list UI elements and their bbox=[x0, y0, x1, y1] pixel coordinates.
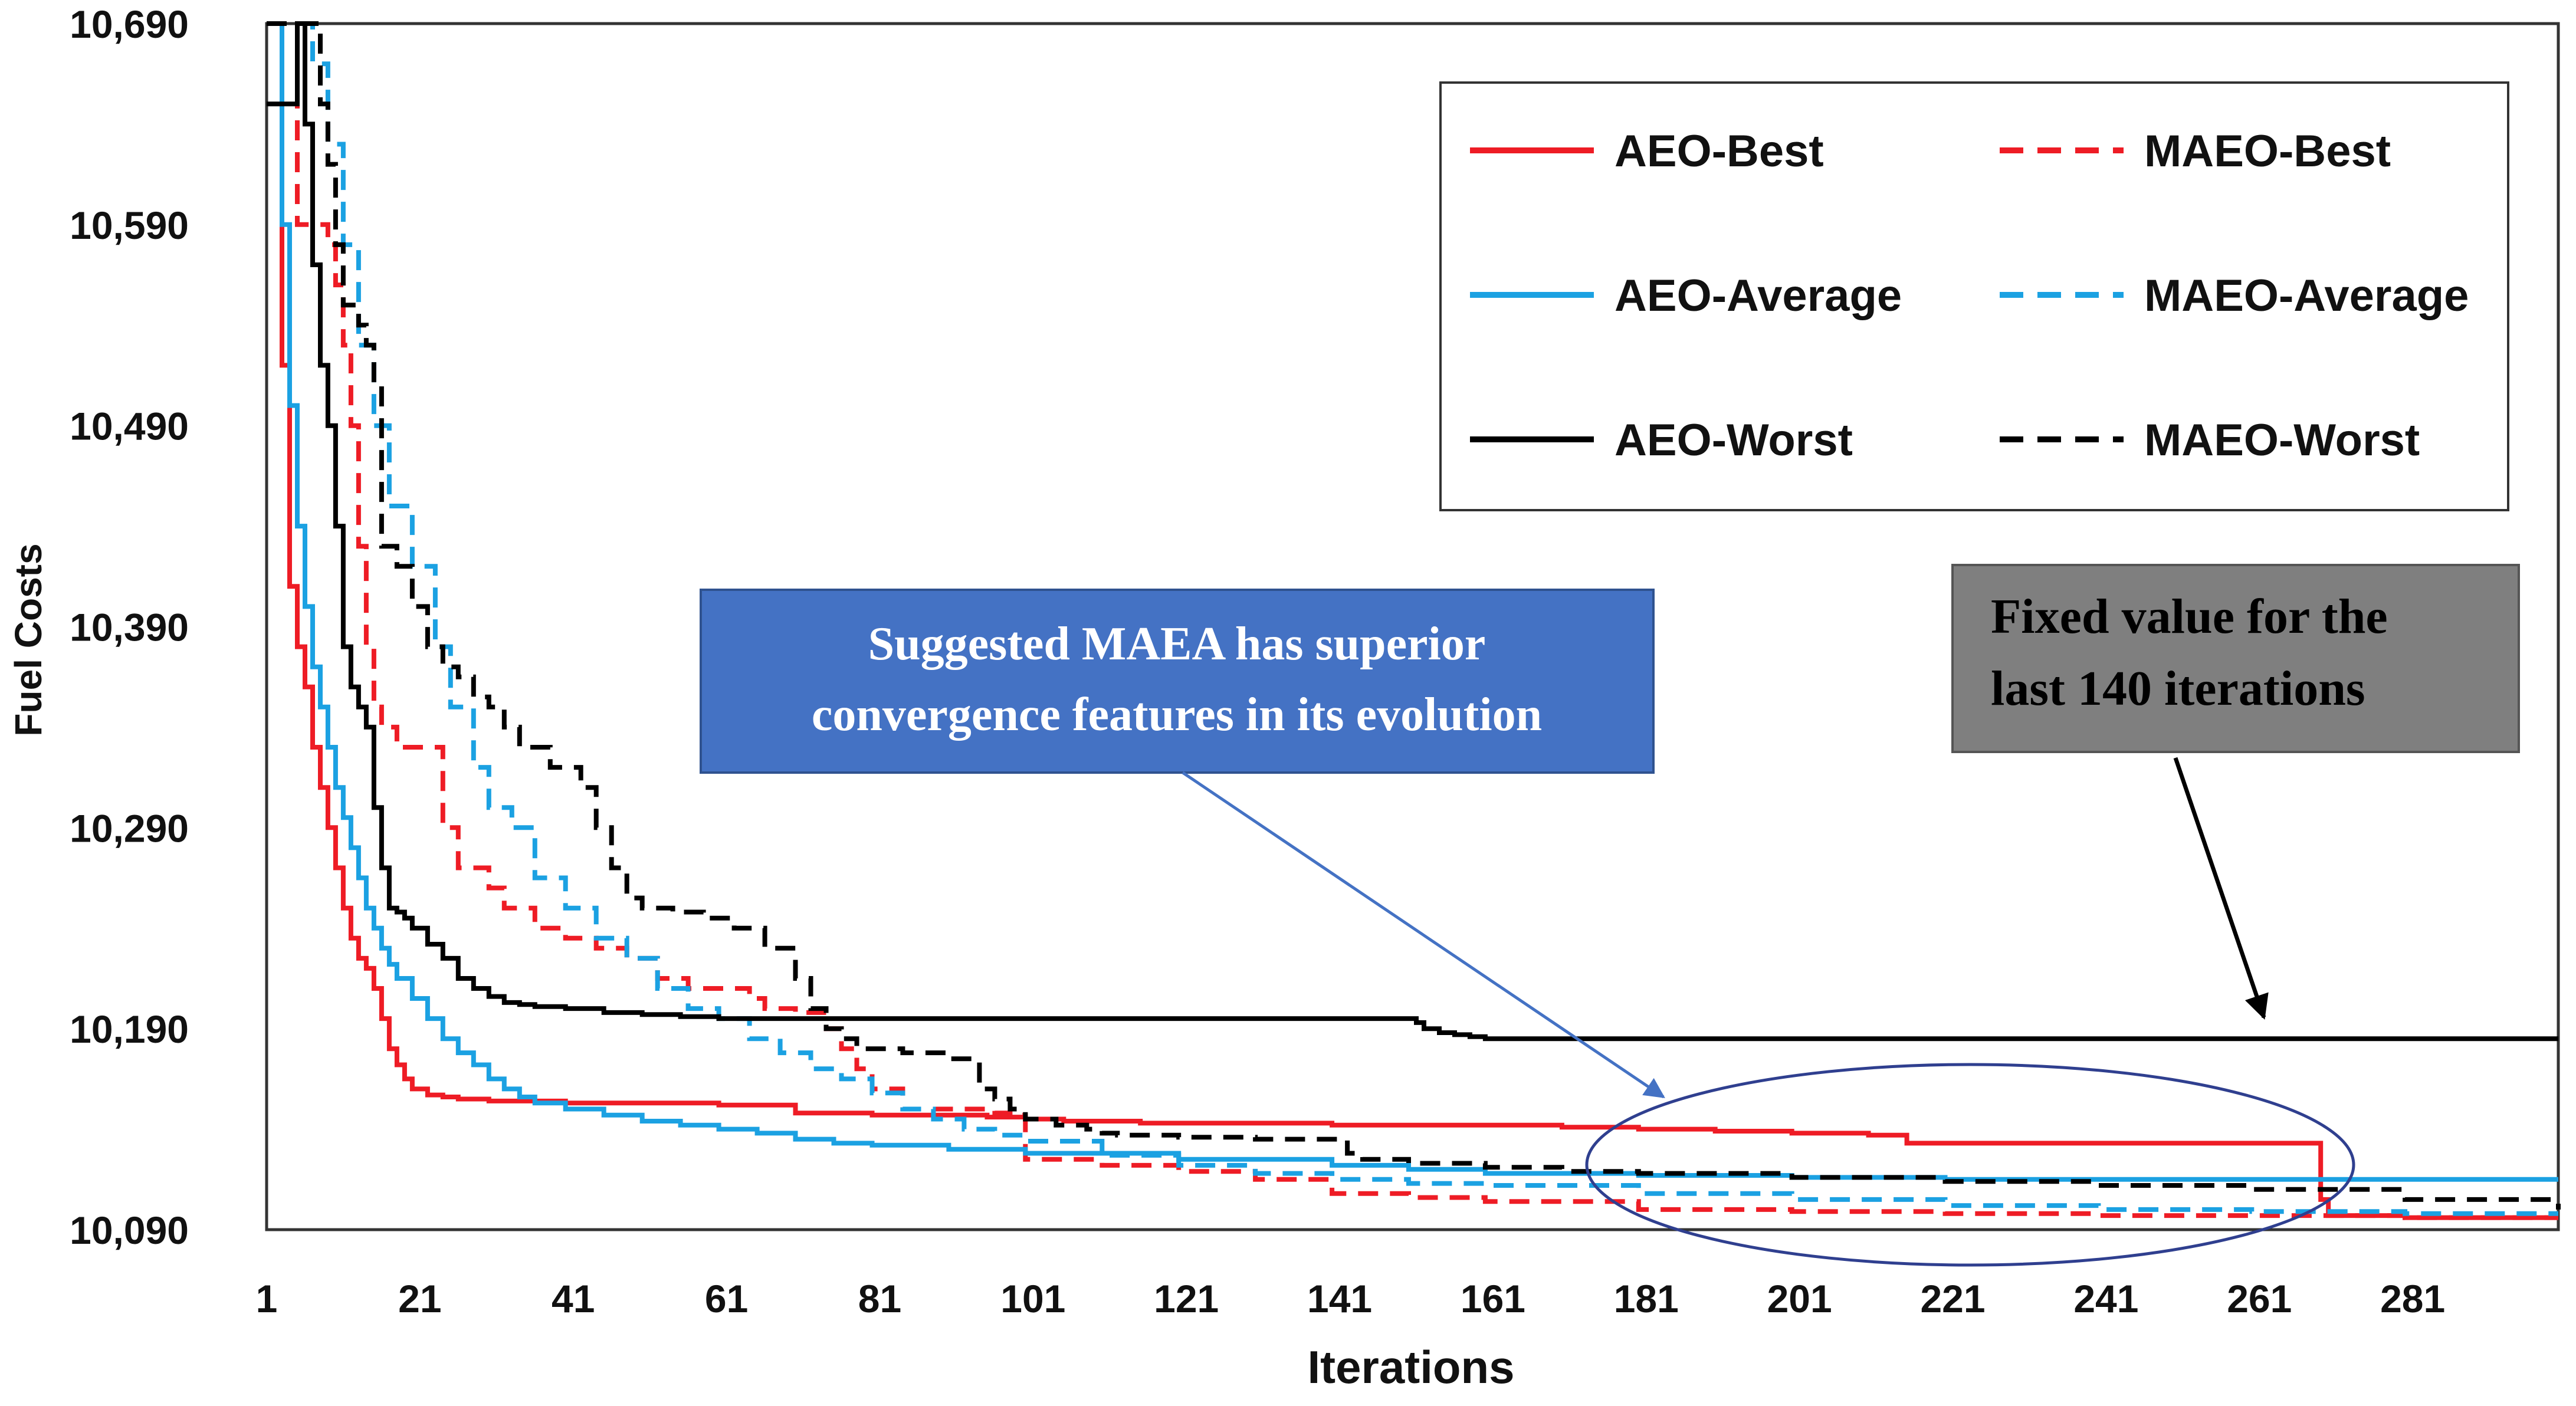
legend-box bbox=[1439, 81, 2509, 511]
series-line-aeo-worst bbox=[267, 21, 2558, 1042]
x-tick-label-21: 21 bbox=[398, 1277, 441, 1320]
annotation-gray-arrow bbox=[2173, 757, 2269, 1020]
y-axis-label: Fuel Costs bbox=[7, 543, 50, 736]
y-axis: 10,090 10,190 10,290 10,390 10,490 10,590 10,6… bbox=[70, 2, 189, 1252]
x-tick-label-201: 201 bbox=[1767, 1277, 1832, 1320]
x-tick-label-121: 121 bbox=[1154, 1277, 1219, 1320]
series-layer bbox=[267, 21, 2561, 1220]
legend: AEO-Best MAEO-Best AEO-Average MAEO-Average… bbox=[1439, 81, 2509, 511]
series-line-maeo-worst bbox=[267, 21, 2561, 1210]
x-tick-label-81: 81 bbox=[858, 1277, 901, 1320]
annotation-blue-box bbox=[700, 589, 1655, 774]
y-tick-label-10690: 10,690 bbox=[70, 2, 189, 46]
y-tick-label-10090: 10,090 bbox=[70, 1208, 189, 1252]
highlight-ellipse bbox=[1585, 1063, 2355, 1267]
annotation-blue-line-1: Suggested MAEA has superior bbox=[868, 618, 1486, 670]
series-line-aeo-best bbox=[267, 21, 2558, 1220]
x-tick-label-41: 41 bbox=[552, 1277, 595, 1320]
annotation-gray-box bbox=[1951, 564, 2520, 753]
series-line-maeo-best bbox=[267, 21, 2558, 1220]
legend-label-maeo-best: MAEO-Best bbox=[2144, 126, 2391, 176]
annotation-blue-line-2: convergence features in its evolution bbox=[812, 689, 1542, 741]
y-tick-label-10590: 10,590 bbox=[70, 203, 189, 247]
annotation-blue-callout: Suggested MAEA has superior convergence … bbox=[700, 589, 2355, 1267]
x-tick-label-141: 141 bbox=[1307, 1277, 1372, 1320]
annotation-gray-callout: Fixed value for the last 140 iterations bbox=[1951, 564, 2520, 1020]
x-tick-label-1: 1 bbox=[256, 1277, 278, 1320]
x-tick-label-261: 261 bbox=[2227, 1277, 2292, 1320]
x-tick-label-241: 241 bbox=[2073, 1277, 2138, 1320]
legend-label-aeo-worst: AEO-Worst bbox=[1614, 415, 1853, 465]
y-tick-label-10390: 10,390 bbox=[70, 606, 189, 649]
x-tick-label-281: 281 bbox=[2380, 1277, 2445, 1320]
x-tick-label-181: 181 bbox=[1614, 1277, 1679, 1320]
x-tick-label-221: 221 bbox=[1920, 1277, 1985, 1320]
annotation-gray-line-1: Fixed value for the bbox=[1991, 589, 2388, 644]
legend-label-maeo-worst: MAEO-Worst bbox=[2144, 415, 2420, 465]
y-tick-label-10490: 10,490 bbox=[70, 405, 189, 448]
x-tick-label-161: 161 bbox=[1461, 1277, 1525, 1320]
legend-label-aeo-best: AEO-Best bbox=[1614, 126, 1824, 176]
y-tick-label-10290: 10,290 bbox=[70, 806, 189, 850]
x-tick-label-61: 61 bbox=[705, 1277, 748, 1320]
annotation-gray-line-2: last 140 iterations bbox=[1991, 661, 2365, 716]
y-tick-label-10190: 10,190 bbox=[70, 1007, 189, 1051]
legend-label-maeo-average: MAEO-Average bbox=[2144, 271, 2469, 321]
x-axis: 1 21 41 61 81 101 121 141 161 181 201 221 241 261 281 bbox=[256, 1277, 2446, 1320]
x-axis-label: Iterations bbox=[1307, 1341, 1514, 1393]
x-tick-label-101: 101 bbox=[1000, 1277, 1065, 1320]
annotation-blue-arrow bbox=[1182, 771, 1665, 1099]
plot-area-frame bbox=[265, 22, 2560, 1231]
legend-label-aeo-average: AEO-Average bbox=[1614, 271, 1902, 321]
series-line-aeo-average bbox=[267, 21, 2558, 1182]
